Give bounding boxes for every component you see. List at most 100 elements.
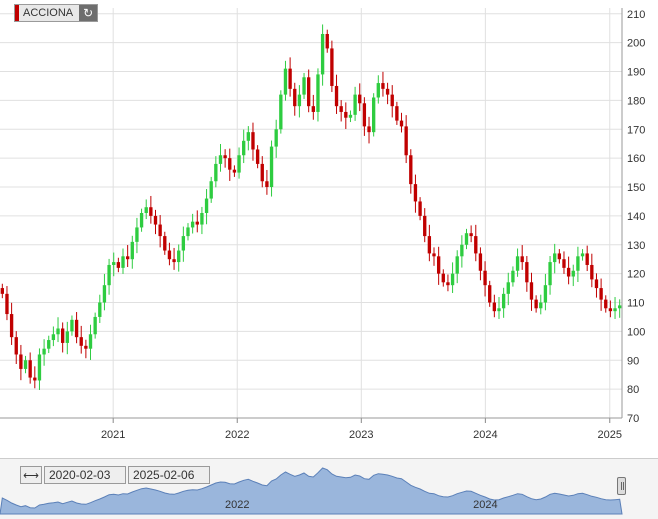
- x-tick-label: 2021: [101, 429, 125, 441]
- candle-body: [455, 256, 459, 274]
- candle-body: [613, 308, 617, 312]
- candle-body: [450, 273, 455, 286]
- candle-body: [121, 256, 125, 268]
- candle-body: [599, 288, 603, 300]
- candle-body: [390, 94, 394, 107]
- candle-body: [618, 305, 622, 309]
- x-tick-label: 2023: [349, 429, 373, 441]
- candle-body: [506, 282, 510, 294]
- candle-body: [163, 236, 167, 251]
- candle-body: [56, 328, 60, 335]
- candle-body: [432, 253, 436, 257]
- candle-body: [116, 262, 121, 268]
- candle-body: [274, 129, 278, 147]
- candle-body: [42, 348, 46, 355]
- candle-body: [125, 256, 130, 260]
- candle-body: [232, 169, 237, 173]
- candle-body: [608, 308, 613, 312]
- candle-body: [580, 253, 585, 257]
- candle-body: [102, 285, 107, 303]
- candle-body: [376, 83, 380, 98]
- refresh-icon[interactable]: ↻: [79, 5, 98, 21]
- navigator-area: [0, 467, 623, 515]
- candle-body: [88, 334, 93, 349]
- candle-body: [0, 288, 4, 294]
- candle-body: [288, 68, 292, 89]
- candle-body: [585, 253, 589, 265]
- candle-body: [553, 253, 557, 263]
- candle-body: [548, 262, 552, 286]
- candle-body: [353, 94, 357, 115]
- range-toggle-icon[interactable]: ⟷: [20, 466, 42, 484]
- range-to-input[interactable]: [128, 466, 210, 484]
- candle-body: [441, 273, 445, 283]
- candle-body: [418, 201, 422, 216]
- y-tick-label: 90: [627, 355, 639, 367]
- y-tick-label: 210: [627, 9, 645, 21]
- candle-body: [557, 253, 562, 260]
- price-chart[interactable]: 70 80 90 100 110 120 130 140 150 160 170 180 190 200 2…: [0, 0, 658, 458]
- candle-body: [65, 331, 69, 343]
- candle-body: [153, 215, 158, 225]
- candle-body: [501, 293, 506, 309]
- y-tick-label: 100: [627, 326, 645, 338]
- candle-body: [316, 74, 320, 112]
- y-tick-label: 130: [627, 240, 645, 252]
- candle-body: [325, 33, 329, 49]
- candle-body: [139, 213, 144, 228]
- candle-body: [260, 163, 264, 182]
- y-tick-label: 160: [627, 153, 645, 165]
- candle-body: [302, 77, 306, 95]
- candle-body: [334, 85, 339, 107]
- candle-body: [367, 126, 371, 133]
- candle-body: [293, 88, 297, 107]
- candle-body: [51, 334, 56, 341]
- candle-body: [98, 302, 102, 317]
- candle-body: [172, 259, 176, 263]
- y-tick-label: 150: [627, 182, 645, 194]
- candle-body: [195, 221, 199, 225]
- candle-body: [167, 250, 172, 260]
- candle-body: [190, 221, 195, 228]
- candle-body: [265, 181, 269, 188]
- candle-body: [186, 227, 190, 237]
- candle-body: [381, 83, 385, 89]
- candle-body: [283, 68, 288, 95]
- candle-body: [520, 256, 524, 263]
- candle-body: [79, 337, 83, 346]
- candle-body: [474, 236, 478, 254]
- candle-body: [436, 256, 441, 274]
- candle-body: [149, 207, 153, 216]
- candle-body: [19, 354, 23, 369]
- candle-body: [28, 360, 32, 378]
- candle-body: [469, 233, 473, 237]
- candle-body: [330, 48, 334, 86]
- navigator-handle-right[interactable]: [617, 477, 626, 495]
- navigator-year-label: 2024: [473, 499, 497, 511]
- candle-body: [525, 262, 529, 283]
- candle-body: [399, 120, 404, 127]
- x-tick-label: 2022: [225, 429, 249, 441]
- range-from-input[interactable]: [44, 466, 126, 484]
- y-tick-label: 190: [627, 67, 645, 79]
- candle-body: [385, 88, 390, 95]
- candle-body: [409, 155, 413, 185]
- candle-body: [320, 33, 325, 75]
- candle-body: [214, 163, 218, 182]
- candle-body: [200, 213, 204, 225]
- candle-body: [251, 132, 255, 150]
- candle-body: [5, 293, 9, 315]
- candle-body: [297, 94, 302, 107]
- y-tick-label: 70: [627, 413, 639, 425]
- candle-body: [492, 302, 497, 312]
- candle-body: [246, 132, 251, 141]
- candle-body: [371, 97, 376, 133]
- candle-body: [9, 314, 14, 338]
- candle-body: [23, 360, 28, 369]
- candle-body: [70, 319, 74, 332]
- candle-body: [74, 319, 79, 338]
- candle-body: [47, 340, 51, 349]
- y-tick-label: 200: [627, 38, 645, 50]
- candle-body: [358, 94, 362, 104]
- candle-body: [242, 140, 246, 156]
